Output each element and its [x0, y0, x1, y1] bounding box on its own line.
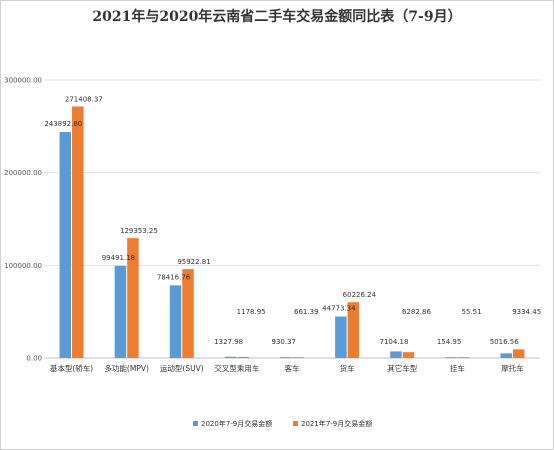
x-axis: 基本型(轿车) 多功能(MPV) 运动型(SUV) 交叉型乘用车 客车 货车 其它车型 挂车 摩…: [50, 363, 524, 373]
bar-2020: [169, 285, 182, 358]
y-tick-label: 0.00: [26, 355, 42, 363]
bar-2020: [500, 353, 512, 358]
bar-2020: [335, 316, 347, 358]
bar-2021: [127, 238, 139, 358]
y-axis: 0.00 100000.00 200000.00 300000.00: [4, 77, 42, 363]
bar-2020: [114, 265, 127, 358]
legend-swatch-2021: [293, 421, 298, 426]
category-label: 运动型(SUV): [160, 363, 204, 373]
bar-2021: [512, 349, 525, 358]
bar-2021: [402, 352, 415, 358]
bar-2021: [182, 269, 194, 358]
legend: 2020年7-9月交易金额 2021年7-9月交易金额: [193, 419, 372, 428]
category-label: 交叉型乘用车: [214, 363, 259, 373]
gridlines: [44, 79, 540, 359]
category-label: 客车: [285, 363, 300, 373]
y-tick-label: 100000.00: [4, 262, 42, 270]
bar-2020: [224, 356, 237, 358]
legend-swatch-2020: [193, 421, 198, 426]
data-label-2020: 5016.56: [490, 338, 519, 346]
y-tick-label: 300000.00: [4, 77, 42, 85]
category-label: 基本型(轿车): [50, 363, 93, 373]
bar-2020: [390, 351, 402, 358]
category-label: 摩托车: [501, 363, 524, 373]
data-label-2021: 55.51: [462, 308, 482, 316]
category-label: 其它车型: [387, 363, 417, 373]
legend-label-2021: 2021年7-9月交易金额: [301, 419, 372, 428]
data-label-2021: 60226.24: [343, 291, 377, 299]
data-label-2021: 661.39: [294, 308, 319, 316]
data-label-2021: 1178.95: [237, 308, 266, 316]
data-label-2020: 243892.80: [44, 120, 82, 128]
category-label: 多功能(MPV): [104, 363, 149, 373]
category-label: 货车: [340, 363, 355, 373]
bar-2021: [457, 357, 470, 358]
data-label-2021: 271408.37: [65, 95, 103, 103]
bar-2021: [72, 106, 84, 359]
data-labels: 243892.80 271408.37 99491.18 129353.25 78416…: [44, 95, 541, 346]
chart-title: 2021年与2020年云南省二手车交易金额同比表（7-9月）: [92, 9, 462, 25]
bar-2020: [445, 357, 457, 358]
y-tick-label: 200000.00: [4, 169, 42, 177]
bar-2020: [59, 131, 72, 358]
bar-2021: [237, 356, 249, 358]
data-label-2021: 129353.25: [120, 227, 158, 235]
data-label-2020: 44773.34: [322, 305, 356, 313]
data-label-2020: 930.37: [272, 338, 297, 346]
data-label-2021: 95922.81: [177, 258, 210, 266]
data-label-2020: 7104.18: [379, 338, 408, 346]
data-label-2020: 78416.76: [157, 273, 191, 281]
bar-2020: [280, 357, 292, 358]
data-label-2021: 9334.45: [512, 308, 541, 316]
bar-2021: [292, 357, 304, 358]
data-label-2020: 99491.18: [102, 254, 135, 262]
legend-label-2020: 2020年7-9月交易金额: [201, 419, 272, 428]
bars: [59, 106, 525, 359]
data-label-2020: 1327.98: [214, 338, 243, 346]
bar-2021: [347, 302, 360, 358]
category-label: 挂车: [450, 363, 465, 373]
data-label-2021: 6282.86: [402, 308, 431, 316]
data-label-2020: 154.95: [437, 338, 462, 346]
